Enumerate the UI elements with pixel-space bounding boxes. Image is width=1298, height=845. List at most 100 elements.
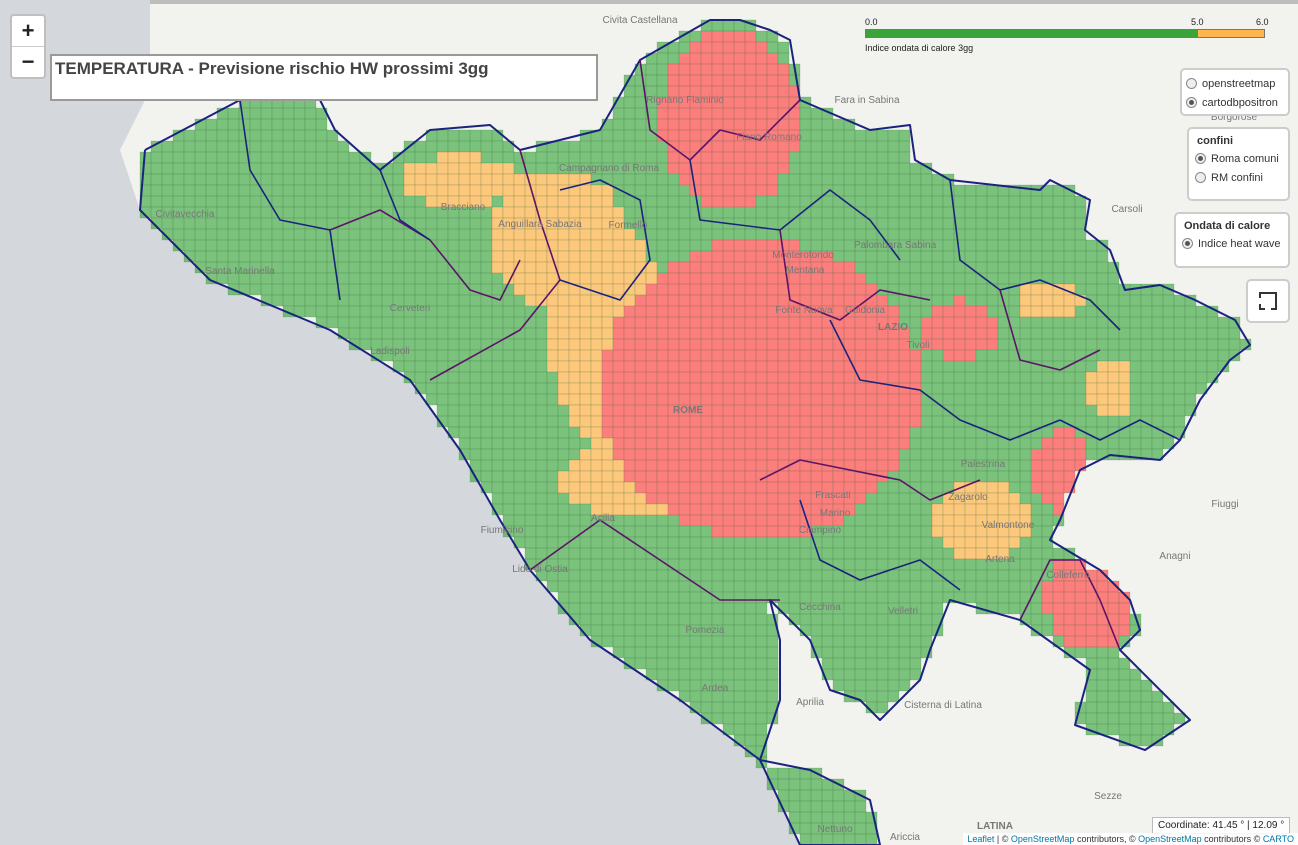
grid-cell[interactable] <box>733 635 746 648</box>
grid-cell[interactable] <box>1184 327 1197 340</box>
grid-cell[interactable] <box>227 195 240 208</box>
grid-cell[interactable] <box>315 118 328 131</box>
grid-cell[interactable] <box>876 437 889 450</box>
grid-cell[interactable] <box>205 239 218 252</box>
grid-cell[interactable] <box>887 151 900 164</box>
grid-cell[interactable] <box>216 129 229 142</box>
grid-cell[interactable] <box>1019 305 1032 318</box>
grid-cell[interactable] <box>1118 371 1131 384</box>
grid-cell[interactable] <box>1063 635 1076 648</box>
grid-cell[interactable] <box>535 173 548 186</box>
grid-cell[interactable] <box>612 283 625 296</box>
grid-cell[interactable] <box>623 492 636 505</box>
grid-cell[interactable] <box>326 195 339 208</box>
grid-cell[interactable] <box>667 668 680 681</box>
grid-cell[interactable] <box>755 492 768 505</box>
grid-cell[interactable] <box>612 602 625 615</box>
grid-cell[interactable] <box>854 448 867 461</box>
grid-cell[interactable] <box>678 668 691 681</box>
grid-cell[interactable] <box>502 492 515 505</box>
grid-cell[interactable] <box>502 250 515 263</box>
grid-cell[interactable] <box>634 393 647 406</box>
grid-cell[interactable] <box>1063 404 1076 417</box>
grid-cell[interactable] <box>546 426 559 439</box>
grid-cell[interactable] <box>568 294 581 307</box>
grid-cell[interactable] <box>535 470 548 483</box>
grid-cell[interactable] <box>645 646 658 659</box>
grid-cell[interactable] <box>678 382 691 395</box>
grid-cell[interactable] <box>832 250 845 263</box>
grid-cell[interactable] <box>821 162 834 175</box>
grid-cell[interactable] <box>403 360 416 373</box>
grid-cell[interactable] <box>414 250 427 263</box>
grid-cell[interactable] <box>832 470 845 483</box>
grid-cell[interactable] <box>502 349 515 362</box>
grid-cell[interactable] <box>898 195 911 208</box>
grid-cell[interactable] <box>1151 371 1164 384</box>
grid-cell[interactable] <box>887 635 900 648</box>
grid-cell[interactable] <box>931 206 944 219</box>
grid-cell[interactable] <box>711 613 724 626</box>
grid-cell[interactable] <box>590 151 603 164</box>
grid-cell[interactable] <box>546 316 559 329</box>
grid-cell[interactable] <box>590 481 603 494</box>
grid-cell[interactable] <box>931 305 944 318</box>
grid-cell[interactable] <box>513 338 526 351</box>
grid-cell[interactable] <box>205 184 218 197</box>
grid-cell[interactable] <box>579 426 592 439</box>
grid-cell[interactable] <box>656 327 669 340</box>
grid-cell[interactable] <box>1129 624 1142 637</box>
grid-cell[interactable] <box>546 437 559 450</box>
grid-cell[interactable] <box>370 305 383 318</box>
grid-cell[interactable] <box>975 338 988 351</box>
grid-cell[interactable] <box>1107 404 1120 417</box>
grid-cell[interactable] <box>986 393 999 406</box>
grid-cell[interactable] <box>1052 349 1065 362</box>
grid-cell[interactable] <box>777 514 790 527</box>
grid-cell[interactable] <box>711 426 724 439</box>
grid-cell[interactable] <box>458 217 471 230</box>
grid-cell[interactable] <box>766 261 779 274</box>
grid-cell[interactable] <box>1019 228 1032 241</box>
grid-cell[interactable] <box>557 239 570 252</box>
grid-cell[interactable] <box>920 184 933 197</box>
grid-cell[interactable] <box>458 184 471 197</box>
grid-cell[interactable] <box>1052 382 1065 395</box>
grid-cell[interactable] <box>260 140 273 153</box>
grid-cell[interactable] <box>1030 206 1043 219</box>
grid-cell[interactable] <box>766 206 779 219</box>
grid-cell[interactable] <box>678 459 691 472</box>
grid-cell[interactable] <box>1118 690 1131 703</box>
grid-cell[interactable] <box>854 261 867 274</box>
grid-cell[interactable] <box>1162 360 1175 373</box>
grid-cell[interactable] <box>436 140 449 153</box>
grid-cell[interactable] <box>1063 580 1076 593</box>
grid-cell[interactable] <box>546 470 559 483</box>
grid-cell[interactable] <box>612 349 625 362</box>
grid-cell[interactable] <box>744 206 757 219</box>
grid-cell[interactable] <box>513 382 526 395</box>
grid-cell[interactable] <box>568 360 581 373</box>
grid-cell[interactable] <box>667 514 680 527</box>
grid-cell[interactable] <box>403 239 416 252</box>
grid-cell[interactable] <box>997 206 1010 219</box>
grid-cell[interactable] <box>799 173 812 186</box>
grid-cell[interactable] <box>777 404 790 417</box>
grid-cell[interactable] <box>1074 646 1087 659</box>
grid-cell[interactable] <box>546 503 559 516</box>
grid-cell[interactable] <box>557 151 570 164</box>
grid-cell[interactable] <box>810 448 823 461</box>
grid-cell[interactable] <box>689 52 702 65</box>
grid-cell[interactable] <box>986 382 999 395</box>
grid-cell[interactable] <box>282 239 295 252</box>
grid-cell[interactable] <box>1030 459 1043 472</box>
grid-cell[interactable] <box>271 151 284 164</box>
grid-cell[interactable] <box>304 151 317 164</box>
grid-cell[interactable] <box>678 481 691 494</box>
grid-cell[interactable] <box>579 371 592 384</box>
grid-cell[interactable] <box>1041 327 1054 340</box>
grid-cell[interactable] <box>436 294 449 307</box>
zoom-out-button[interactable]: − <box>21 49 35 74</box>
grid-cell[interactable] <box>733 580 746 593</box>
grid-cell[interactable] <box>216 250 229 263</box>
